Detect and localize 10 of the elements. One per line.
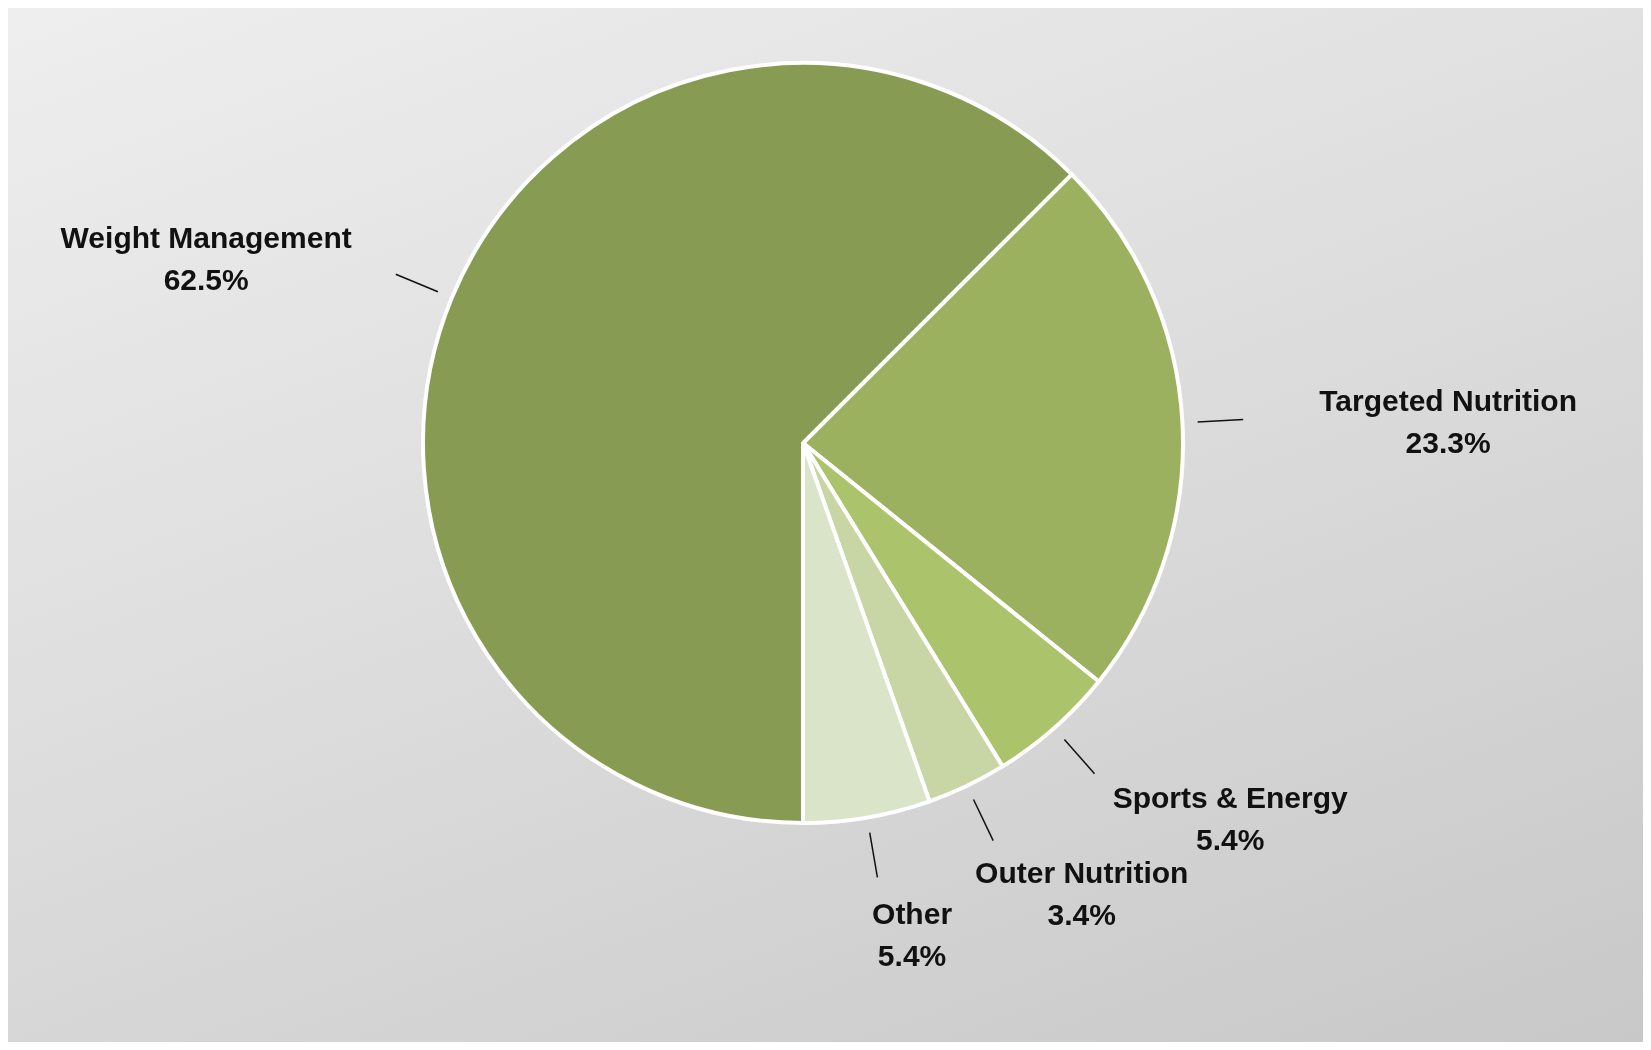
data-label: 62.5% <box>163 262 249 296</box>
slice-label: Targeted Nutrition <box>1319 383 1577 417</box>
data-label: 5.4% <box>877 938 947 972</box>
data-label: 3.4% <box>1047 897 1116 931</box>
data-label: 5.4% <box>1196 822 1265 856</box>
slice-label: Other <box>872 896 953 930</box>
slice-label: Weight Management <box>60 220 352 254</box>
slice-label: Sports & Energy <box>1112 780 1349 814</box>
data-label: 23.3% <box>1405 425 1491 459</box>
slice-label: Outer Nutrition <box>975 855 1189 889</box>
